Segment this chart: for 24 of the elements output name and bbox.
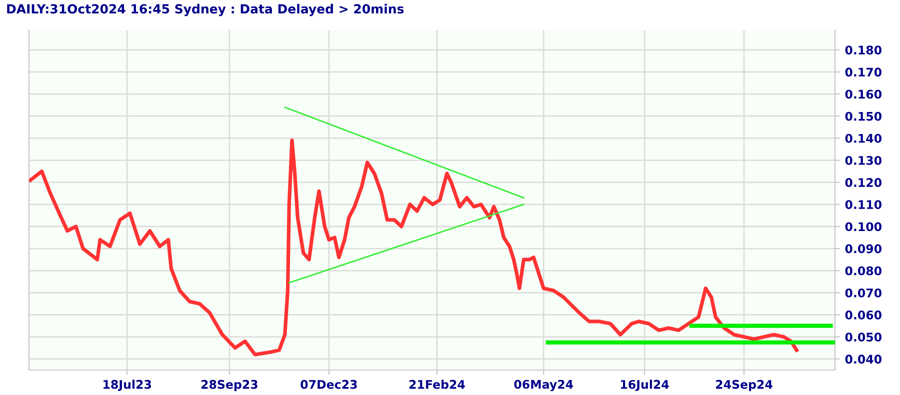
- x-tick-label: 18Jul23: [104, 380, 151, 392]
- y-tick-label: 0.170: [845, 68, 882, 77]
- y-tick-label: 0.050: [845, 332, 882, 342]
- y-tick-label: 0.080: [845, 266, 882, 276]
- x-tick-label: 06May24: [514, 380, 573, 392]
- x-tick-label: 07Dec23: [300, 380, 357, 389]
- y-tick-label: 0.140: [845, 134, 882, 143]
- y-tick-label: 0.060: [845, 310, 882, 320]
- line-series: [29, 138, 798, 356]
- y-tick-label: 0.100: [845, 222, 882, 232]
- y-tick-label: 0.070: [845, 288, 882, 298]
- x-tick-label: 21Feb24: [409, 380, 465, 389]
- y-tick-label: 0.160: [845, 90, 882, 99]
- y-tick-label: 0.130: [845, 156, 882, 165]
- y-tick-label: 0.120: [845, 178, 882, 187]
- y-tick-label: 0.110: [845, 200, 882, 210]
- y-tick-label: 0.150: [845, 112, 882, 121]
- x-tick-label: 16Jul24: [621, 380, 669, 392]
- x-tick-label: 28Sep23: [201, 380, 258, 392]
- y-tick-label: 0.090: [845, 244, 882, 254]
- x-tick-label: 24Sep24: [716, 380, 772, 392]
- y-tick-label: 0.040: [845, 354, 882, 364]
- chart-title: DAILY:31Oct2024 16:45 Sydney : Data Delayed > 20mins: [7, 4, 404, 16]
- y-tick-label: 0.180: [845, 46, 882, 55]
